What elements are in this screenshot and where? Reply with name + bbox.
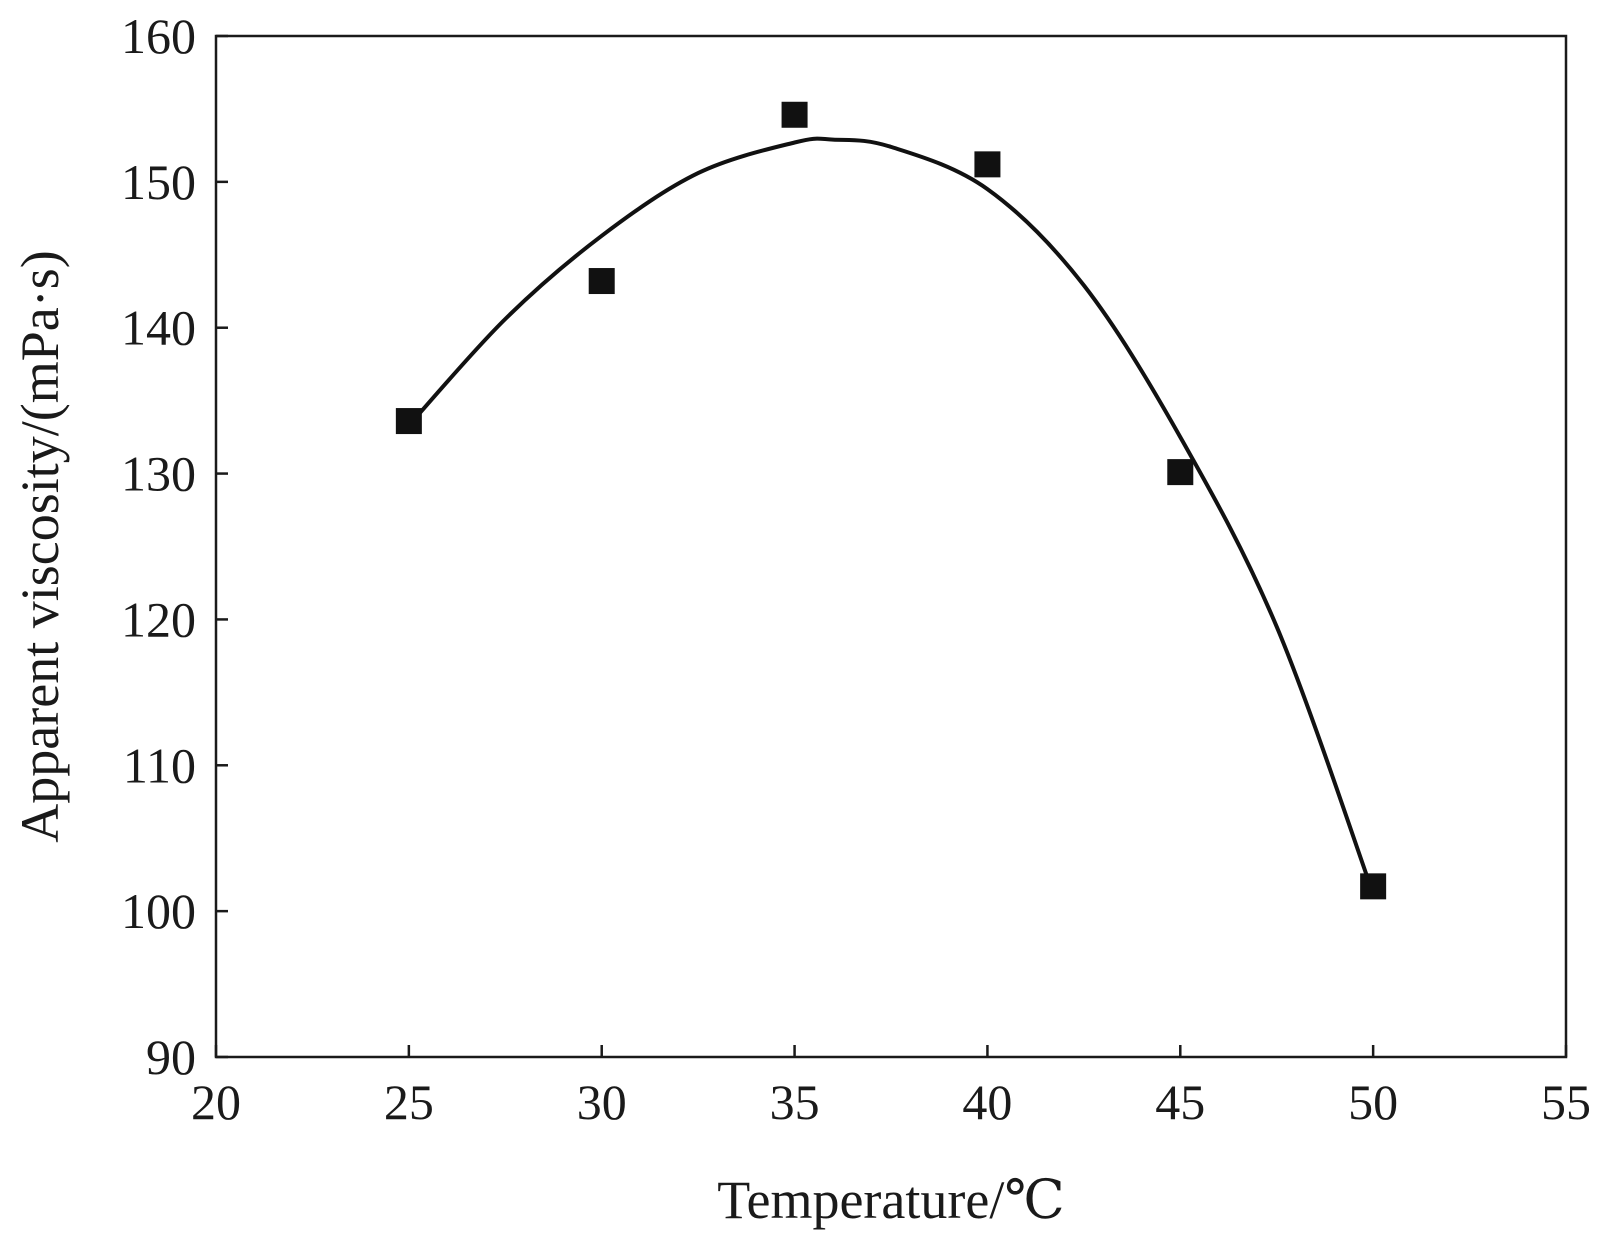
data-point-layer (395, 101, 1387, 900)
y-tick-label: 100 (121, 883, 196, 939)
fit-curve-line (406, 136, 1376, 896)
y-axis-label: Apparent viscosity/(mPa·s) (10, 250, 70, 842)
y-tick-label: 140 (121, 300, 196, 356)
x-tick-label: 25 (384, 1074, 434, 1130)
y-tick-label: 120 (121, 591, 196, 647)
y-tick-label: 130 (121, 446, 196, 502)
x-tick-label: 50 (1348, 1074, 1398, 1130)
x-axis-label: Temperature/℃ (717, 1170, 1064, 1230)
y-tick-label: 90 (146, 1029, 196, 1085)
data-point-square (395, 408, 422, 435)
data-point-square (588, 268, 615, 295)
x-tick-label: 20 (191, 1074, 241, 1130)
x-tick-label: 40 (962, 1074, 1012, 1130)
plot-frame-layer (214, 34, 1568, 1059)
data-point-square (1360, 873, 1387, 900)
data-point-square (974, 151, 1001, 178)
x-tick-label: 55 (1541, 1074, 1591, 1130)
tick-layer: 20 25 30 35 40 45 50 55 90 100 110 120 130 140 150 160 (121, 8, 1591, 1130)
plot-frame (214, 34, 1568, 1059)
x-tick-label: 45 (1155, 1074, 1205, 1130)
y-tick-label: 160 (121, 8, 196, 64)
y-tick-label: 110 (123, 737, 196, 793)
fit-curve-layer (406, 136, 1376, 896)
data-point-square (781, 101, 808, 128)
x-tick-label: 30 (577, 1074, 627, 1130)
y-tick-label: 150 (121, 154, 196, 210)
data-point-square (1167, 459, 1194, 486)
x-tick-label: 35 (770, 1074, 820, 1130)
axis-label-layer: Temperature/℃ Apparent viscosity/(mPa·s) (10, 250, 1065, 1230)
